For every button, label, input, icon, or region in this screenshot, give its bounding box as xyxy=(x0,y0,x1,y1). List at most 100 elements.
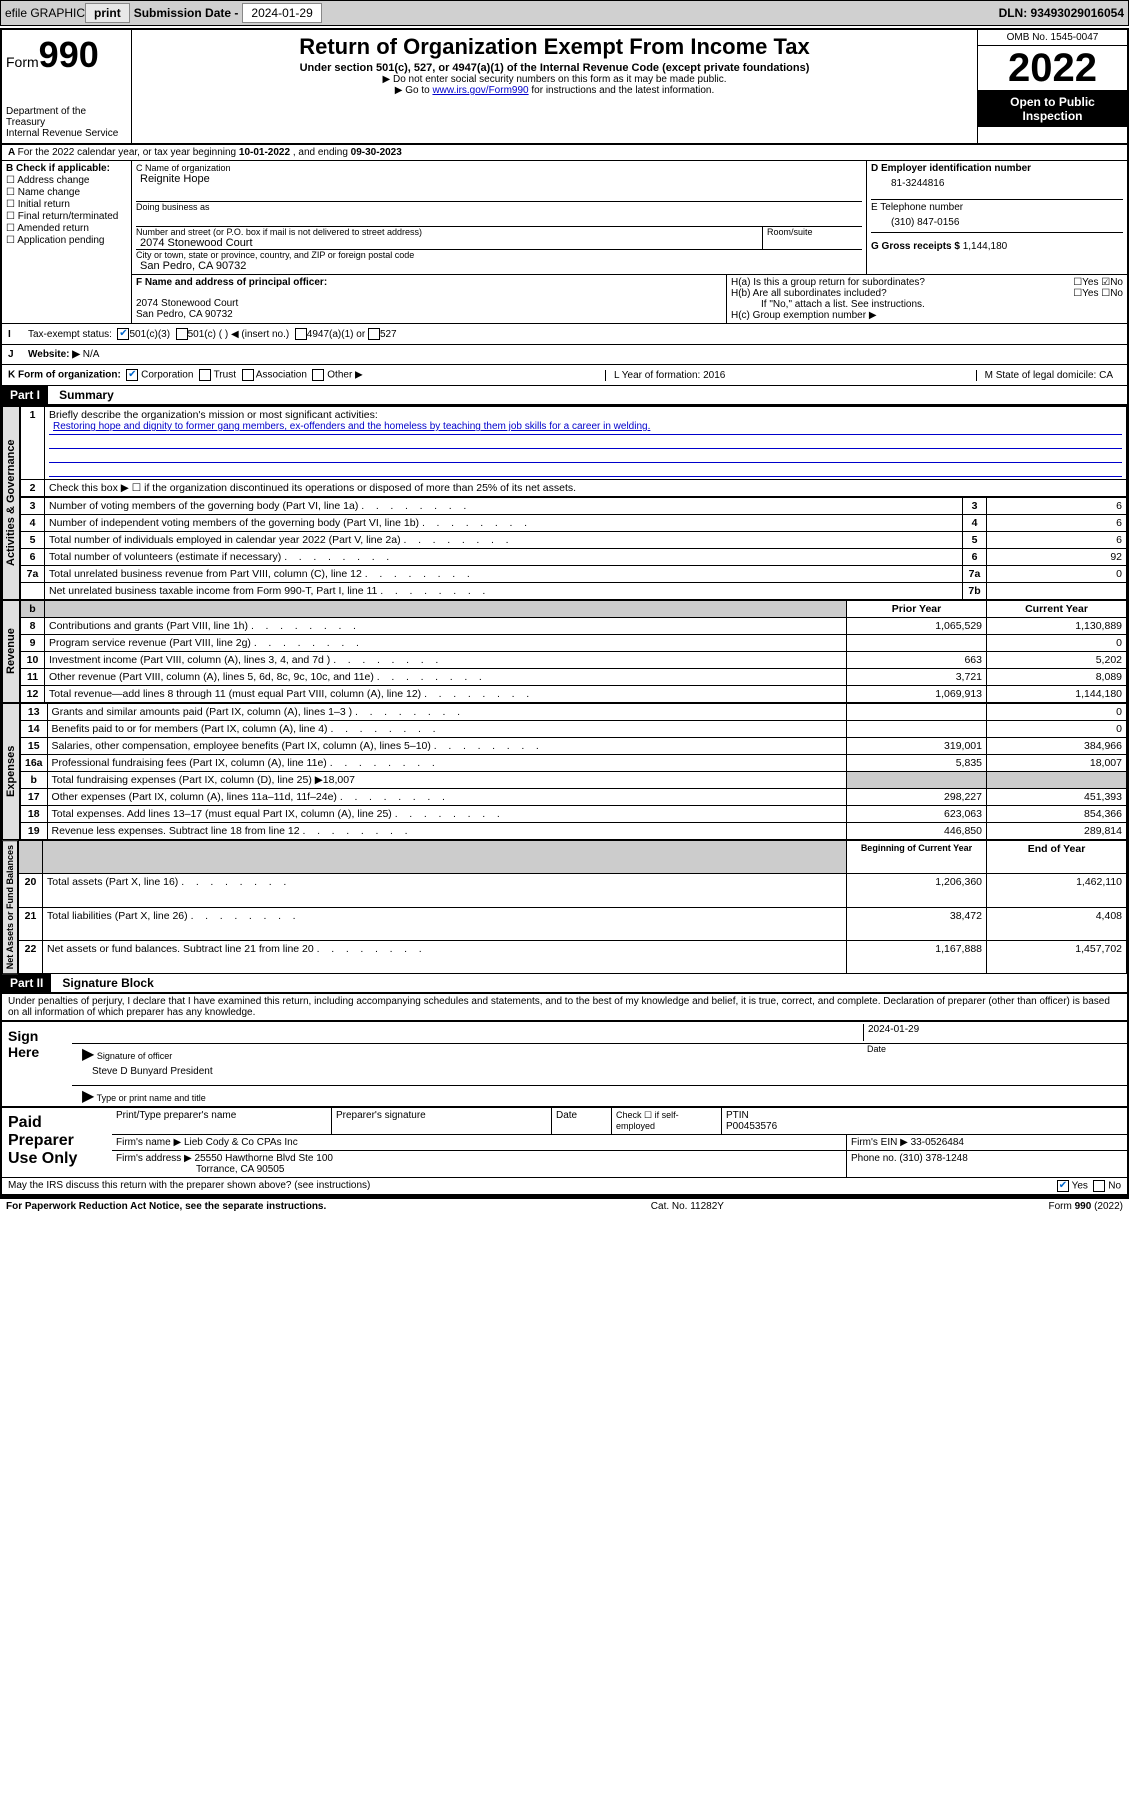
opt-assoc: Association xyxy=(256,370,307,381)
part1-badge: Part I xyxy=(2,386,48,404)
org-name-label: C Name of organization xyxy=(136,163,862,173)
part2-badge: Part II xyxy=(2,974,51,992)
col-b: B Check if applicable: ☐ Address change … xyxy=(2,161,132,323)
irs-link[interactable]: www.irs.gov/Form990 xyxy=(432,85,528,96)
discuss-text: May the IRS discuss this return with the… xyxy=(8,1180,370,1192)
opt-501c: 501(c) ( ) ◀ (insert no.) xyxy=(188,329,290,340)
phone-value: (310) 847-0156 xyxy=(871,213,1123,232)
ha-label: H(a) Is this a group return for subordin… xyxy=(731,277,925,288)
row-a-pre: For the 2022 calendar year, or tax year … xyxy=(18,147,239,158)
firm-name: Lieb Cody & Co CPAs Inc xyxy=(184,1137,298,1148)
row-i: ITax-exempt status: 501(c)(3) 501(c) ( )… xyxy=(2,324,1127,345)
row-a: A For the 2022 calendar year, or tax yea… xyxy=(2,145,1127,161)
sig-officer-label: Signature of officer xyxy=(97,1051,172,1061)
governance-table: 1 Briefly describe the organization's mi… xyxy=(20,406,1127,497)
firm-addr2: Torrance, CA 90505 xyxy=(116,1164,284,1175)
irs-label: Internal Revenue Service xyxy=(6,128,127,139)
firm-phone-label: Phone no. xyxy=(851,1153,897,1164)
form-label: Form xyxy=(6,54,39,70)
opt-501c3: 501(c)(3) xyxy=(129,329,170,340)
b-label: B Check if applicable: xyxy=(6,163,110,174)
pra-notice: For Paperwork Reduction Act Notice, see … xyxy=(6,1201,326,1212)
discuss-yes[interactable] xyxy=(1057,1180,1069,1192)
room-label: Room/suite xyxy=(767,227,862,237)
city-value: San Pedro, CA 90732 xyxy=(136,260,862,272)
firm-name-label: Firm's name ▶ xyxy=(116,1137,181,1148)
officer-addr2: San Pedro, CA 90732 xyxy=(136,309,722,320)
form-number: 990 xyxy=(39,34,99,75)
officer-name: Steve D Bunyard President xyxy=(72,1064,1127,1086)
dept-label: Department of the Treasury xyxy=(6,106,127,128)
phone-label: E Telephone number xyxy=(871,202,1123,213)
print-button[interactable]: print xyxy=(85,3,130,23)
type-name-label: Type or print name and title xyxy=(97,1093,206,1103)
hb-label: H(b) Are all subordinates included? xyxy=(731,288,887,299)
org-name: Reignite Hope xyxy=(136,173,862,185)
form-title: Return of Organization Exempt From Incom… xyxy=(136,34,973,60)
tax-year: 2022 xyxy=(978,46,1127,90)
opt-4947: 4947(a)(1) or xyxy=(307,329,365,340)
chk-corp[interactable] xyxy=(126,369,138,381)
open-inspection: Open to Public Inspection xyxy=(978,90,1127,127)
tax-status-label: Tax-exempt status: xyxy=(28,329,112,340)
subtitle-2: ▶ Do not enter social security numbers o… xyxy=(136,74,973,85)
chk-amended[interactable]: Amended return xyxy=(17,223,89,234)
paid-preparer-label: Paid Preparer Use Only xyxy=(2,1108,112,1177)
prep-date-label: Date xyxy=(552,1108,612,1134)
goto-pre: ▶ Go to xyxy=(395,85,433,96)
top-bar: efile GRAPHIC print Submission Date - 20… xyxy=(0,0,1129,26)
omb-number: OMB No. 1545-0047 xyxy=(978,30,1127,46)
sig-date: 2024-01-29 xyxy=(863,1024,1123,1041)
boy-header: Beginning of Current Year xyxy=(847,841,987,874)
chk-pending[interactable]: Application pending xyxy=(17,235,104,246)
form-header: Form990 Department of the Treasury Inter… xyxy=(2,30,1127,145)
subtitle-1: Under section 501(c), 527, or 4947(a)(1)… xyxy=(136,62,973,74)
cy-header: Current Year xyxy=(987,601,1127,618)
firm-ein-label: Firm's EIN ▶ xyxy=(851,1137,908,1148)
part1-header: Part I Summary xyxy=(2,386,1127,406)
opt-corp: Corporation xyxy=(141,370,193,381)
gross-value: 1,144,180 xyxy=(963,241,1008,252)
street-addr: 2074 Stonewood Court xyxy=(136,237,762,249)
ptin-value: P00453576 xyxy=(726,1121,777,1132)
officer-addr1: 2074 Stonewood Court xyxy=(136,298,722,309)
chk-501c3[interactable] xyxy=(117,328,129,340)
chk-4947[interactable] xyxy=(295,328,307,340)
self-employed[interactable]: Check ☐ if self-employed xyxy=(612,1108,722,1134)
chk-501c[interactable] xyxy=(176,328,188,340)
py-header: Prior Year xyxy=(847,601,987,618)
chk-assoc[interactable] xyxy=(242,369,254,381)
submission-date: 2024-01-29 xyxy=(242,3,321,23)
side-governance: Activities & Governance xyxy=(2,406,20,600)
ein-label: D Employer identification number xyxy=(871,163,1031,174)
officer-label: F Name and address of principal officer: xyxy=(136,277,327,288)
date-label: Date xyxy=(867,1044,1127,1064)
website-value: N/A xyxy=(83,349,100,360)
chk-final[interactable]: Final return/terminated xyxy=(18,211,119,222)
row-a-mid: , and ending xyxy=(290,147,351,158)
ein-value: 81-3244816 xyxy=(871,174,1123,199)
discuss-no[interactable] xyxy=(1093,1180,1105,1192)
row-k: K Form of organization: Corporation Trus… xyxy=(2,365,1127,386)
netassets-table: Beginning of Current YearEnd of Year 20T… xyxy=(18,840,1127,974)
hc-label: H(c) Group exemption number ▶ xyxy=(731,310,1123,321)
dln: DLN: 93493029016054 xyxy=(999,6,1124,20)
firm-addr1: 25550 Hawthorne Blvd Ste 100 xyxy=(195,1153,333,1164)
chk-initial[interactable]: Initial return xyxy=(18,199,70,210)
part1-title: Summary xyxy=(51,388,114,402)
year-formation: L Year of formation: 2016 xyxy=(605,370,733,381)
opt-trust: Trust xyxy=(214,370,236,381)
efile-label: efile GRAPHIC xyxy=(5,6,85,20)
firm-addr-label: Firm's address ▶ xyxy=(116,1153,192,1164)
submission-label: Submission Date - xyxy=(134,6,239,20)
chk-other[interactable] xyxy=(312,369,324,381)
chk-527[interactable] xyxy=(368,328,380,340)
goto-post: for instructions and the latest informat… xyxy=(529,85,715,96)
chk-trust[interactable] xyxy=(199,369,211,381)
declaration: Under penalties of perjury, I declare th… xyxy=(2,994,1127,1020)
part2-header: Part II Signature Block xyxy=(2,974,1127,994)
chk-address[interactable]: Address change xyxy=(17,175,89,186)
state-domicile: M State of legal domicile: CA xyxy=(976,370,1121,381)
chk-name[interactable]: Name change xyxy=(18,187,80,198)
k-label: K Form of organization: xyxy=(8,370,121,381)
